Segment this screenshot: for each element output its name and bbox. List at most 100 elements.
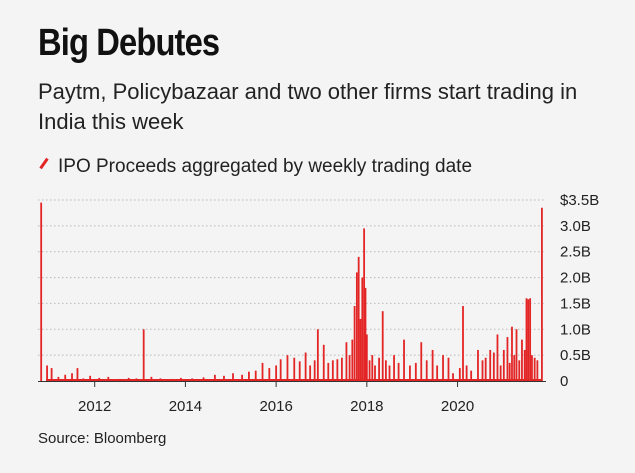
- bar: [477, 349, 479, 381]
- bar: [316, 329, 319, 381]
- x-tick-label: 2012: [78, 398, 111, 415]
- bar: [470, 370, 473, 381]
- bar: [336, 359, 339, 381]
- bar: [107, 376, 110, 381]
- bar: [513, 355, 516, 381]
- bar: [309, 365, 312, 381]
- bar: [447, 357, 450, 381]
- bar: [76, 368, 79, 381]
- bar: [521, 339, 523, 381]
- bar: [442, 355, 444, 381]
- bar: [345, 342, 348, 381]
- y-tick-label: 1.0B: [560, 321, 591, 338]
- y-tick-label: 2.5B: [560, 244, 591, 261]
- bar: [46, 365, 48, 381]
- x-tick-label: 2020: [441, 398, 474, 415]
- bar: [397, 362, 400, 381]
- bar: [499, 365, 502, 381]
- y-tick-label: 2.0B: [560, 270, 591, 287]
- bar: [340, 357, 343, 381]
- bar: [357, 256, 360, 381]
- bar: [268, 368, 271, 381]
- bar: [57, 376, 60, 381]
- x-tick-label: 2016: [259, 398, 292, 415]
- bar: [298, 361, 301, 381]
- bar: [371, 355, 374, 381]
- gridlines: [38, 199, 546, 356]
- x-tick-label: 2014: [169, 398, 202, 415]
- bar: [378, 357, 380, 381]
- y-tick-label: 1.5B: [560, 295, 591, 312]
- bar: [71, 373, 73, 381]
- bar: [533, 357, 536, 381]
- bar: [64, 374, 67, 381]
- bar: [331, 360, 334, 381]
- y-tick-label: 3.0B: [560, 218, 591, 235]
- bar: [536, 360, 539, 381]
- bar: [286, 355, 289, 381]
- bar: [368, 360, 371, 381]
- bar: [489, 349, 492, 381]
- bar: [531, 355, 533, 381]
- bar: [384, 360, 387, 381]
- bar: [481, 360, 484, 381]
- bar: [89, 375, 92, 381]
- bar: [313, 360, 316, 381]
- bar: [403, 339, 405, 381]
- bar: [359, 318, 362, 381]
- bar: [232, 373, 234, 381]
- x-tick-labels: 2012 2014 2016 2018 2020: [78, 398, 474, 415]
- bar: [414, 362, 417, 381]
- bar: [355, 272, 358, 381]
- bar: [40, 202, 43, 381]
- bar: [541, 207, 543, 381]
- bar: [496, 334, 499, 381]
- bar: [322, 344, 325, 381]
- bar: [254, 370, 257, 381]
- bar: [327, 362, 330, 381]
- bar: [465, 365, 468, 381]
- axes: [38, 381, 546, 387]
- bar: [351, 339, 354, 381]
- bar: [523, 349, 526, 381]
- bar: [431, 349, 434, 381]
- bar: [353, 306, 356, 381]
- bar: [213, 374, 216, 381]
- bar: [515, 329, 518, 381]
- bar: [529, 298, 532, 381]
- bar: [142, 329, 145, 381]
- bar: [452, 373, 454, 381]
- y-tick-labels: 0 0.5B 1.0B 1.5B 2.0B 2.5B 3.0B $3.5B: [560, 192, 599, 390]
- bar: [304, 352, 307, 381]
- series-bars: [40, 202, 543, 381]
- y-tick-label: $3.5B: [560, 192, 599, 209]
- y-tick-label: 0.5B: [560, 347, 591, 364]
- bar: [150, 376, 153, 381]
- bar: [425, 360, 428, 381]
- bar: [525, 298, 528, 381]
- bar: [502, 349, 505, 381]
- bar: [361, 277, 364, 381]
- bar: [492, 352, 495, 381]
- bar: [275, 365, 278, 381]
- bar: [511, 326, 513, 381]
- bar: [436, 365, 439, 381]
- bar: [223, 375, 225, 381]
- chart-title: Big Debutes: [38, 22, 220, 64]
- bar: [365, 334, 368, 381]
- bar: [462, 306, 464, 381]
- bar: [50, 368, 53, 381]
- bar: [348, 355, 351, 381]
- bar: [393, 355, 395, 381]
- y-tick-label: 0: [560, 373, 568, 390]
- bar: [363, 228, 366, 381]
- bar: [484, 357, 487, 381]
- bar: [364, 287, 367, 381]
- bar: [248, 371, 250, 381]
- bar: [374, 365, 376, 381]
- x-tick-label: 2018: [350, 398, 383, 415]
- bar: [527, 299, 530, 381]
- baseline-series: [46, 379, 542, 381]
- bar: [293, 357, 296, 381]
